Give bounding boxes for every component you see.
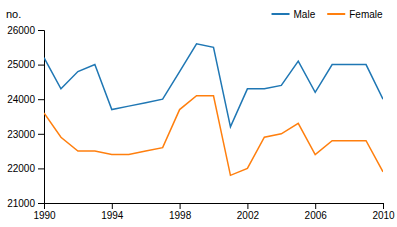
plot-area: 1990199419982002200620102100022000230002… — [7, 25, 395, 221]
x-tick-mark — [247, 203, 248, 209]
y-tick: 24000 — [7, 94, 44, 105]
chart-container: 1990199419982002200620102100022000230002… — [0, 0, 397, 227]
legend-swatch — [327, 13, 345, 15]
y-tick: 23000 — [7, 129, 44, 140]
legend-label: Male — [294, 9, 316, 20]
legend-swatch — [272, 13, 290, 15]
y-tick-label: 24000 — [7, 94, 35, 105]
y-tick-mark — [38, 134, 44, 135]
x-tick-mark — [112, 203, 113, 209]
y-axis-label: no. — [6, 8, 21, 20]
x-tick-mark — [180, 203, 181, 209]
x-tick: 2002 — [237, 203, 260, 221]
legend-item: Male — [272, 9, 316, 20]
x-tick-mark — [315, 203, 316, 209]
y-tick-label: 25000 — [7, 59, 35, 70]
y-axis: 21000 22000 23000 24000 25000 26000 — [7, 25, 44, 209]
y-tick: 26000 — [7, 25, 44, 36]
y-tick-label: 26000 — [7, 25, 35, 36]
x-tick: 2006 — [305, 203, 328, 221]
x-tick-label: 1994 — [101, 210, 124, 221]
y-tick: 25000 — [7, 59, 44, 70]
y-tick-mark — [38, 30, 44, 31]
series-line — [44, 44, 383, 127]
lines — [44, 44, 383, 175]
chart-svg: 1990199419982002200620102100022000230002… — [0, 0, 397, 227]
y-tick-mark — [38, 203, 44, 204]
x-tick-label: 2002 — [237, 210, 260, 221]
y-tick-mark — [38, 99, 44, 100]
legend: Male Female — [272, 9, 383, 20]
y-tick: 22000 — [7, 163, 44, 174]
legend-label: Female — [349, 9, 383, 20]
y-tick-mark — [38, 65, 44, 66]
y-tick-label: 21000 — [7, 198, 35, 209]
y-tick-label: 22000 — [7, 163, 35, 174]
x-axis-line — [45, 204, 384, 210]
x-tick-mark — [383, 203, 384, 209]
y-tick: 21000 — [7, 198, 44, 209]
x-tick-label: 1998 — [169, 210, 192, 221]
x-tick: 1990 — [33, 203, 56, 221]
x-tick-label: 2010 — [372, 210, 395, 221]
x-tick: 1998 — [169, 203, 192, 221]
x-tick-label: 1990 — [33, 210, 56, 221]
x-axis: 1990 1994 1998 2002 2006 2010 — [33, 203, 395, 221]
series-line — [44, 96, 383, 176]
y-axis-line — [38, 31, 45, 204]
y-tick-mark — [38, 168, 44, 169]
legend-item: Female — [327, 9, 383, 20]
x-tick: 1994 — [101, 203, 124, 221]
x-tick: 2010 — [372, 203, 395, 221]
x-tick-label: 2006 — [305, 210, 328, 221]
y-tick-label: 23000 — [7, 129, 35, 140]
